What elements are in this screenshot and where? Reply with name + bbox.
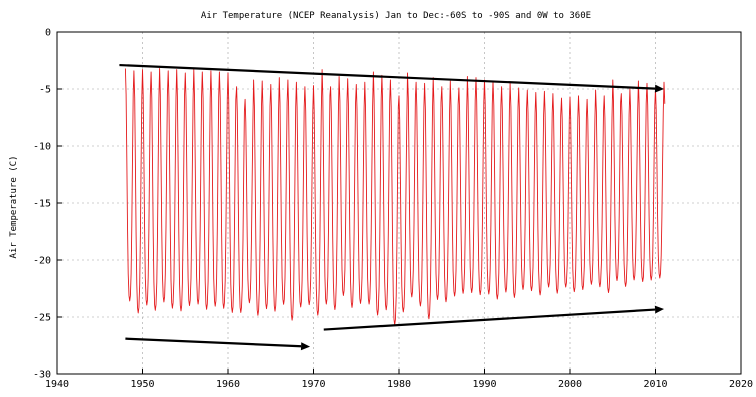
x-tick-label: 1960 xyxy=(216,379,240,390)
x-tick-label: 1990 xyxy=(472,379,496,390)
annotation-layer xyxy=(119,63,665,351)
x-tick-label: 1950 xyxy=(130,379,154,390)
x-tick-label: 1940 xyxy=(45,379,69,390)
x-tick-label: 2020 xyxy=(729,379,753,390)
x-tick-label: 2000 xyxy=(558,379,582,390)
y-tick-label: -25 xyxy=(33,313,51,324)
temperature-line xyxy=(124,68,666,326)
tick-layer: 1940 1950 1960 1970 1980 1990 2000 2010 2020 0 -5 -… xyxy=(33,28,753,391)
series-layer xyxy=(124,68,666,326)
trend-arrow-head xyxy=(654,305,665,314)
trend-arrow-line xyxy=(323,308,656,331)
y-tick-label: -5 xyxy=(39,85,51,96)
y-axis-label: Air Temperature (C) xyxy=(9,156,19,259)
trend-arrow-head xyxy=(300,342,311,351)
trend-arrow-line xyxy=(125,337,302,348)
y-tick-label: -20 xyxy=(33,256,51,267)
y-tick-label: -30 xyxy=(33,370,51,381)
plot-area xyxy=(56,31,742,375)
y-tick-label: -15 xyxy=(33,199,51,210)
chart-title: Air Temperature (NCEP Reanalysis) Jan to… xyxy=(201,11,591,21)
trend-arrow-head xyxy=(654,84,665,93)
x-tick-label: 1970 xyxy=(301,379,325,390)
y-tick-label: 0 xyxy=(45,28,51,39)
trend-arrow-line xyxy=(119,63,656,90)
x-tick-label: 2010 xyxy=(643,379,667,390)
y-tick-label: -10 xyxy=(33,142,51,153)
x-tick-label: 1980 xyxy=(387,379,411,390)
